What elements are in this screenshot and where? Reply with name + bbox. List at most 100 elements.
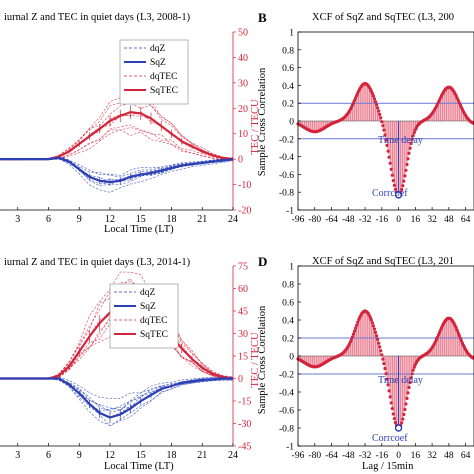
xcf-point (368, 315, 372, 319)
panel-b-ylabel: Sample Cross Correlation (257, 67, 268, 176)
panel-d-ylabel: Sample Cross Correlation (257, 305, 268, 414)
xcf-point (373, 100, 378, 104)
y-tick-label: 10 (238, 129, 248, 140)
xcf-point (372, 327, 377, 331)
x-tick-label: 9 (77, 450, 82, 461)
xcf-point (406, 391, 410, 395)
xcf-point (383, 366, 387, 371)
panel-d-title: XCF of SqZ and SqTEC (L3, 201 (312, 256, 454, 267)
y-tick-label: 0 (289, 353, 294, 363)
corrcoef-label: Corrcoef (372, 433, 408, 444)
xcf-point (392, 183, 396, 187)
dqtec-line (0, 277, 234, 380)
x-tick-label: 16 (411, 451, 421, 461)
xcf-point (382, 362, 386, 366)
xcf-point (350, 335, 355, 339)
xcf-point (410, 137, 414, 141)
xcf-point (386, 149, 390, 153)
panel-a-title: iurnal Z and TEC in quiet days (L3, 2008… (4, 12, 191, 23)
y-tick-label: 0.8 (282, 46, 294, 56)
xcf-point (404, 168, 408, 172)
y-tick-label: 50 (238, 28, 248, 39)
xcf-point (370, 91, 374, 96)
xcf-point (377, 109, 381, 113)
dqz-line (0, 158, 234, 193)
y-tick-label: -0.4 (279, 153, 294, 163)
xcf-point (381, 357, 385, 361)
panel-a-xlabel: Local Time (LT) (104, 224, 174, 235)
xcf-point (405, 162, 409, 167)
xcf-point (410, 372, 414, 376)
panel-c-ylabel: TEC / TECU (250, 332, 261, 388)
xcf-point (409, 376, 413, 380)
xcf-point (355, 323, 359, 327)
y-tick-label: -20 (238, 206, 251, 217)
y-tick-label: 30 (238, 78, 248, 89)
xcf-point (354, 326, 358, 330)
xcf-point (408, 380, 412, 385)
x-tick-label: 12 (105, 214, 115, 225)
x-tick-label: -32 (359, 451, 372, 461)
corrcoef-marker (394, 191, 403, 199)
panel-d-xlabel: Lag / 15min (362, 461, 414, 472)
xcf-point (388, 395, 392, 399)
x-tick-label: 15 (136, 214, 146, 225)
x-tick-label: 48 (444, 451, 454, 461)
xcf-point (459, 339, 463, 343)
y-tick-label: 1 (289, 29, 294, 39)
xcf-point (385, 377, 389, 381)
panel-d-letter: D (258, 254, 267, 269)
x-tick-label: -64 (325, 215, 338, 225)
xcf-point (386, 383, 390, 387)
xcf-point (351, 332, 356, 336)
y-tick-label: -1 (286, 443, 294, 453)
xcf-point (384, 372, 388, 376)
y-tick-label: 0.2 (282, 100, 294, 110)
x-tick-label: 12 (105, 450, 115, 461)
y-tick-label: 20 (238, 104, 248, 115)
legend-dqtec: dqTEC (150, 72, 177, 82)
x-tick-label: 18 (167, 450, 177, 461)
y-tick-label: 0.8 (282, 281, 294, 291)
y-tick-label: 0 (289, 118, 294, 128)
y-tick-label: -0.6 (279, 171, 294, 181)
x-tick-label: -80 (308, 451, 321, 461)
xcf-point (411, 134, 415, 138)
y-tick-label: 40 (238, 53, 248, 64)
x-tick-label: 21 (197, 450, 207, 461)
panel-c: iurnal Z and TEC in quiet days (L3, 2014… (0, 257, 261, 472)
legend-sqtec: SqTEC (140, 330, 168, 340)
xcf-point (407, 385, 411, 390)
y-tick-label: 0.2 (282, 335, 294, 345)
xcf-point (436, 333, 440, 337)
xcf-point (369, 89, 373, 93)
x-tick-label: 0 (396, 451, 401, 461)
dqtec-line (0, 129, 234, 161)
corrcoef-label: Corrcoef (372, 188, 408, 199)
x-tick-label: 9 (77, 214, 82, 225)
xcf-point (380, 120, 384, 124)
xcf-point (455, 328, 459, 332)
x-tick-label: 64 (461, 215, 471, 225)
y-tick-label: 0.4 (282, 317, 294, 327)
xcf-point (393, 187, 397, 191)
y-tick-label: -0.2 (279, 371, 294, 381)
xcf-point (406, 157, 410, 161)
xcf-point (407, 151, 411, 155)
y-tick-label: 30 (238, 329, 248, 340)
xcf-point (387, 155, 391, 159)
xcf-point (390, 173, 394, 177)
xcf-point (404, 402, 408, 406)
y-tick-label: -10 (238, 180, 251, 191)
y-tick-label: 0.4 (282, 82, 294, 92)
x-tick-label: -16 (375, 215, 388, 225)
y-tick-label: 60 (238, 284, 248, 295)
y-tick-label: 0.6 (282, 64, 294, 74)
xcf-point (389, 167, 393, 171)
legend-sqz: SqZ (140, 302, 156, 312)
x-tick-label: 0 (396, 215, 401, 225)
xcf-point (411, 368, 415, 372)
y-tick-label: -0.4 (279, 389, 294, 399)
dqtec-line (0, 124, 234, 162)
